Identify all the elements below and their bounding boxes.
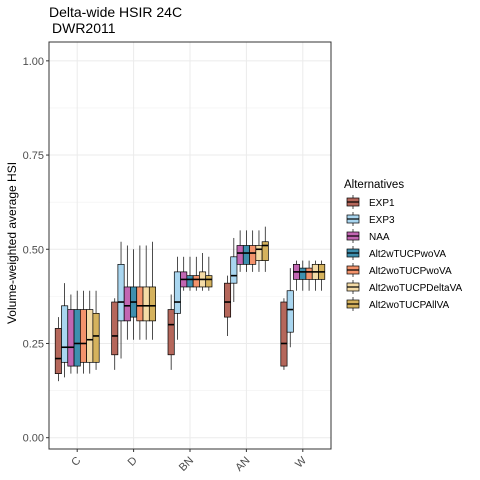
legend-label: Alt2woTUCPwoVA (369, 266, 452, 277)
box (205, 275, 213, 288)
x-tick-label: AN (233, 455, 252, 474)
legend-item-Alt2woTUCPDeltaVA: Alt2woTUCPDeltaVA (345, 280, 463, 294)
box (142, 286, 150, 322)
box (123, 286, 131, 322)
box (299, 267, 307, 280)
boxplot-Alt2woTUCPAllVA-C (92, 290, 100, 370)
legend-title: Alternatives (344, 179, 404, 191)
y-tick-label: 0.00 (23, 433, 44, 445)
x-tick-label: C (69, 455, 83, 469)
legend-label: EXP3 (369, 215, 395, 226)
box (249, 245, 257, 265)
boxplot-EXP3-AN (230, 237, 238, 303)
boxplot-Alt2woTUCPDeltaVA-C (86, 290, 94, 374)
boxplot-EXP3-W (286, 268, 294, 348)
legend-item-Alt2wTUCPwoVA: Alt2wTUCPwoVA (345, 246, 446, 260)
x-tick-label: D (126, 455, 140, 469)
legend-item-NAA: NAA (345, 229, 390, 243)
box (173, 271, 181, 314)
boxplot-Alt2wTUCPwoVA-BN (186, 256, 194, 291)
y-tick-label: 1.00 (23, 56, 44, 68)
legend-label: Alt2woTUCPAllVA (369, 300, 450, 311)
x-tick-label: W (293, 454, 309, 470)
boxplot-EXP3-BN (173, 256, 181, 340)
legend-item-EXP3: EXP3 (345, 212, 395, 226)
boxplot-NAA-W (293, 260, 301, 291)
boxplot-Alt2woTUCPDeltaVA-D (142, 245, 150, 340)
box (230, 256, 238, 284)
legend-label: NAA (369, 232, 390, 243)
box (92, 312, 100, 363)
legend-item-EXP1: EXP1 (345, 195, 395, 209)
box (280, 301, 288, 367)
box (286, 290, 294, 333)
boxplot-Alt2woTUCPAllVA-D (148, 241, 156, 340)
boxplot-Alt2woTUCPAllVA-W (318, 260, 326, 291)
boxplot-Alt2woTUCPAllVA-BN (205, 256, 213, 291)
box (305, 267, 313, 280)
x-tick-label: BN (177, 455, 196, 474)
box (224, 282, 232, 318)
box (236, 245, 244, 265)
box (73, 309, 81, 367)
y-axis-title: Volume-weighted average HSI (5, 162, 19, 324)
box (54, 328, 62, 374)
box (255, 245, 263, 261)
box (111, 301, 119, 356)
box (79, 309, 87, 363)
boxplot-Alt2woTUCPDeltaVA-BN (199, 253, 207, 291)
box (242, 245, 250, 265)
legend-item-Alt2woTUCPAllVA: Alt2woTUCPAllVA (345, 297, 450, 311)
boxplot-EXP1-AN (224, 275, 232, 336)
box (86, 309, 94, 363)
boxplot-Alt2woTUCPwoVA-W (305, 260, 313, 291)
boxplot-Alt2woTUCPAllVA-AN (261, 226, 269, 272)
y-tick-label: 0.75 (23, 150, 44, 162)
box (192, 275, 200, 288)
boxplot-EXP1-D (111, 298, 119, 370)
box (136, 286, 144, 322)
legend: Alternatives EXP1 EXP3 NAA Alt2wTUCPwoVA Alt… (344, 179, 463, 311)
legend-label: EXP1 (369, 198, 395, 209)
box (117, 263, 125, 322)
y-tick-label: 0.25 (23, 338, 44, 350)
y-tick-label: 0.50 (23, 244, 44, 256)
chart-title: Delta-wide HSIR 24C (49, 4, 182, 20)
box (148, 286, 156, 322)
boxplot-EXP1-W (280, 298, 288, 370)
box (186, 275, 194, 288)
legend-label: Alt2woTUCPDeltaVA (369, 283, 463, 294)
box (61, 305, 69, 363)
plot-panel: 0.00 0.25 0.50 0.75 1.00 C D BN AN W (23, 41, 332, 474)
box (167, 309, 175, 356)
legend-label: Alt2wTUCPwoVA (369, 249, 446, 260)
chart-subtitle: DWR2011 (52, 20, 116, 36)
box (261, 241, 269, 261)
box (67, 309, 75, 367)
legend-item-Alt2woTUCPwoVA: Alt2woTUCPwoVA (345, 263, 452, 277)
boxplot-EXP1-BN (167, 294, 175, 370)
